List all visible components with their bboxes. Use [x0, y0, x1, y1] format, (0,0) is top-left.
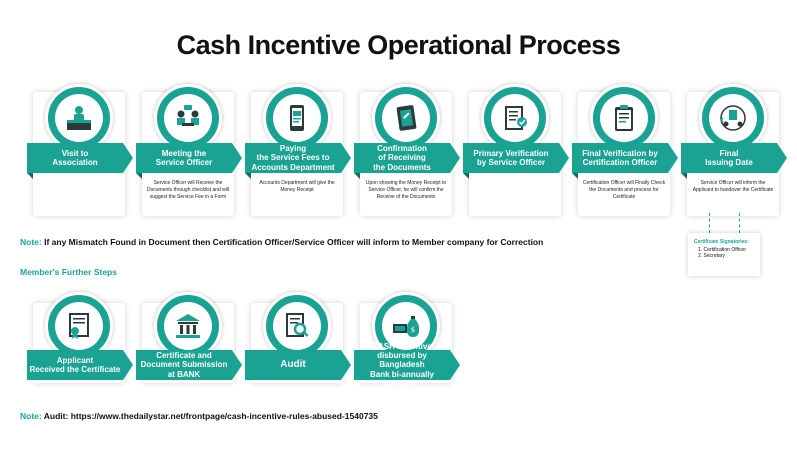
step-description: Upon showing the Money Receipt to Servic… [365, 180, 447, 200]
connector-dash-left [709, 213, 710, 233]
further-step-label: Audit [245, 350, 351, 380]
step-label: Confirmation of Receiving the Documents [354, 143, 460, 179]
further-step-label: Applicant Received the Certificate [27, 350, 133, 380]
reception-desk-icon [55, 94, 103, 142]
step-label: Final Issuing Date [681, 143, 787, 179]
further-steps-heading: Member's Further Steps [20, 267, 117, 277]
step-description: Certification Officer will Finally Check… [582, 180, 666, 200]
step-label: Meeting the Service Officer [136, 143, 242, 179]
audit-note: Note: Audit: https://www.thedailystar.ne… [20, 411, 378, 421]
step-description: Accounts Department will give the Money … [259, 180, 335, 193]
note-label: Note: [20, 411, 42, 421]
connector-dash-right [739, 213, 740, 233]
further-step-icon-circle [154, 292, 222, 360]
step-icon-circle [699, 84, 767, 152]
money-bag-icon: $ [382, 302, 430, 350]
step-label: Final Verification by Certification Offi… [572, 143, 678, 179]
signatory-item: 1. Certification Officer [698, 247, 746, 253]
step-label: Primary Verification by Service Officer [463, 143, 569, 179]
step-icon-circle [45, 84, 113, 152]
further-step-icon-circle [45, 292, 113, 360]
step-icon-circle [590, 84, 658, 152]
further-step-label: Certificate and Document Submission at B… [136, 350, 242, 380]
svg-text:$: $ [411, 326, 415, 334]
document-folder-icon [382, 94, 430, 142]
further-step-icon-circle: $ [372, 292, 440, 360]
certificate-icon [55, 302, 103, 350]
further-step-label: CASH Incentive disbursed by Bangladesh B… [354, 342, 460, 388]
signatory-item: 2. Secretary [698, 253, 725, 259]
mobile-payment-icon [273, 94, 321, 142]
bank-icon [164, 302, 212, 350]
note-label: Note: [20, 237, 42, 247]
signatories-heading: Certificate Signatories: [694, 239, 749, 245]
step-icon-circle [481, 84, 549, 152]
audit-search-icon [273, 302, 321, 350]
note-text: Audit: https://www.thedailystar.net/fron… [41, 411, 378, 421]
step-description: Service Officer will inform the Applican… [692, 180, 774, 193]
note-text: If any Mismatch Found in Document then C… [41, 237, 544, 247]
step-icon-circle [263, 84, 331, 152]
meeting-icon [164, 94, 212, 142]
step-icon-circle [154, 84, 222, 152]
page-title: Cash Incentive Operational Process [176, 30, 621, 60]
step-label: Paying the Service Fees to Accounts Depa… [245, 143, 351, 179]
checklist-verify-icon [491, 94, 539, 142]
handover-icon [709, 94, 757, 142]
mismatch-note: Note: If any Mismatch Found in Document … [20, 237, 543, 247]
certificate-signatories-box: Certificate Signatories: 1. Certificatio… [688, 233, 760, 276]
step-icon-circle [372, 84, 440, 152]
step-label: Visit to Association [27, 143, 133, 179]
clipboard-icon [600, 94, 648, 142]
step-description: Service Officer will Receive the Documen… [146, 180, 230, 200]
